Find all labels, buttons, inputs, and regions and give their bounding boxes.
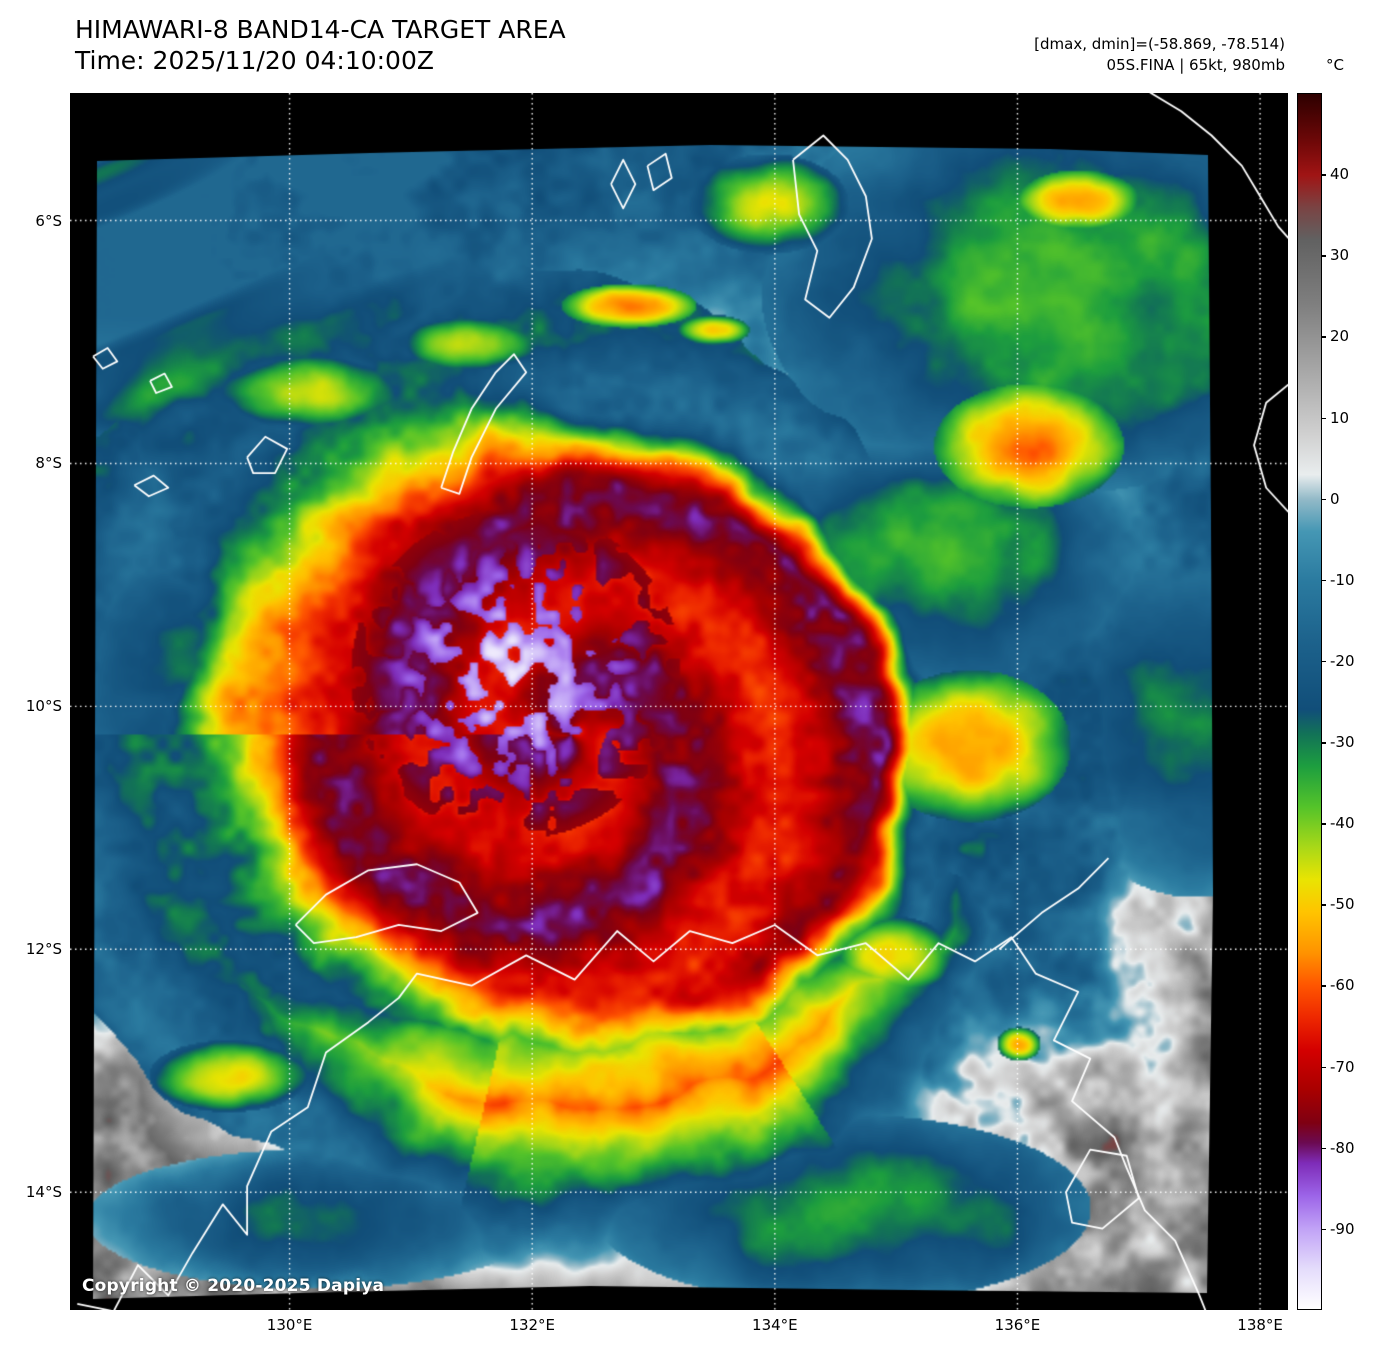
dmax-dmin-annotation: [dmax, dmin]=(-58.869, -78.514) (1034, 35, 1285, 53)
colorbar-tickmark (1322, 823, 1326, 825)
colorbar-tickmark (1322, 1066, 1326, 1069)
colorbar-tickmark (1322, 174, 1326, 176)
colorbar-tick-label: -50 (1330, 895, 1355, 914)
colorbar-tick-label: -80 (1330, 1138, 1355, 1157)
title-block: HIMAWARI-8 BAND14-CA TARGET AREA Time: 2… (75, 14, 566, 76)
lon-tick-label: 138°E (1237, 1316, 1283, 1334)
satellite-imagery-canvas (70, 93, 1288, 1310)
colorbar-tickmark (1322, 579, 1326, 582)
colorbar-tick-label: -40 (1330, 814, 1355, 833)
colorbar-tickmark (1322, 985, 1326, 987)
colorbar-tickmark (1322, 660, 1326, 663)
colorbar-tick-label: -70 (1330, 1057, 1355, 1076)
lon-tick-label: 130°E (266, 1316, 313, 1334)
lat-tick-label: 8°S (35, 454, 62, 473)
colorbar-tickmark (1322, 904, 1326, 906)
colorbar-gradient (1297, 93, 1322, 1310)
colorbar-tick-label: 0 (1330, 489, 1340, 508)
colorbar-tickmark (1322, 742, 1326, 744)
time-label: Time: 2025/11/20 04:10:00Z (75, 46, 434, 75)
lat-tick-label: 12°S (25, 940, 62, 959)
annotation-block: [dmax, dmin]=(-58.869, -78.514) 05S.FINA… (1034, 34, 1285, 76)
colorbar-tickmark (1322, 255, 1326, 257)
lat-tick-label: 10°S (25, 697, 62, 716)
colorbar-tick-label: -30 (1330, 733, 1355, 752)
colorbar (1297, 93, 1326, 1310)
colorbar-tick-label: 20 (1330, 327, 1350, 346)
colorbar-tick-label: 10 (1330, 408, 1350, 427)
colorbar-tickmark (1322, 498, 1326, 501)
latitude-axis: 6°S 8°S 10°S 12°S 14°S (0, 93, 62, 1310)
colorbar-tickmark (1322, 417, 1326, 420)
figure-title: HIMAWARI-8 BAND14-CA TARGET AREA (75, 15, 566, 44)
colorbar-tick-label: -10 (1330, 570, 1355, 589)
colorbar-tick-label: 30 (1330, 246, 1350, 265)
colorbar-labels: 40 30 20 10 0 -10 -20 -30 -40 -50 -60 -70 -80 -90 (1330, 93, 1386, 1310)
storm-info-annotation: 05S.FINA | 65kt, 980mb (1106, 56, 1285, 74)
lon-tick-label: 134°E (752, 1316, 798, 1334)
colorbar-unit-label: °C (1326, 56, 1344, 74)
colorbar-tick-label: 40 (1330, 165, 1350, 184)
lat-tick-label: 14°S (25, 1183, 62, 1202)
satellite-map: Copyright © 2020-2025 Dapiya (70, 93, 1288, 1310)
colorbar-tickmark (1322, 1147, 1326, 1150)
colorbar-tick-label: -60 (1330, 976, 1355, 995)
lon-tick-label: 132°E (509, 1316, 556, 1334)
lat-tick-label: 6°S (35, 211, 62, 230)
colorbar-tick-label: -20 (1330, 651, 1355, 670)
colorbar-tickmark (1322, 1228, 1326, 1231)
longitude-axis: 130°E 132°E 134°E 136°E 138°E (70, 1316, 1288, 1338)
lon-tick-label: 136°E (994, 1316, 1041, 1334)
copyright-label: Copyright © 2020-2025 Dapiya (82, 1276, 385, 1296)
colorbar-tickmark (1322, 336, 1326, 338)
colorbar-tick-label: -90 (1330, 1219, 1355, 1238)
